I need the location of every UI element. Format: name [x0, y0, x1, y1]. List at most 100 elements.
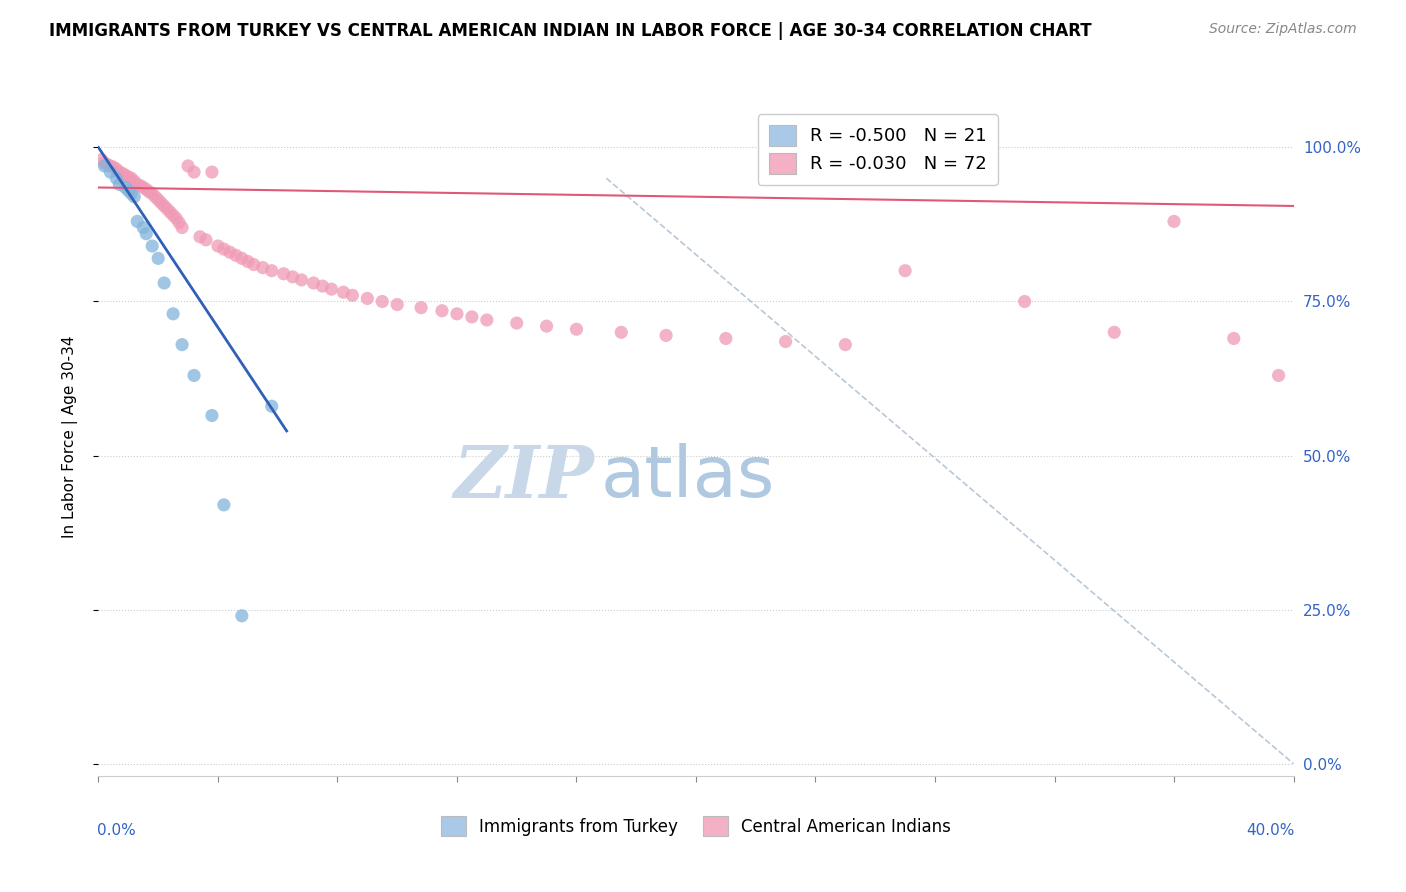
Point — [236, 254, 259, 268]
Point — [342, 288, 364, 302]
Point — [385, 297, 409, 311]
Text: Source: ZipAtlas.com: Source: ZipAtlas.com — [1209, 22, 1357, 37]
Point — [260, 399, 283, 413]
Point — [321, 282, 343, 296]
Point — [775, 334, 797, 349]
Point — [231, 608, 253, 623]
Point — [565, 322, 588, 336]
Point — [127, 214, 149, 228]
Point — [655, 328, 678, 343]
Point — [141, 186, 163, 201]
Point — [141, 239, 163, 253]
Point — [93, 159, 115, 173]
Point — [714, 331, 737, 345]
Point — [291, 273, 314, 287]
Point — [96, 158, 118, 172]
Point — [103, 160, 125, 174]
Point — [114, 168, 136, 182]
Point — [90, 153, 112, 167]
Point — [108, 165, 131, 179]
Text: atlas: atlas — [600, 443, 775, 512]
Point — [506, 316, 529, 330]
Point — [124, 190, 146, 204]
Point — [1104, 326, 1126, 340]
Point — [219, 245, 242, 260]
Point — [165, 211, 187, 226]
Point — [148, 193, 170, 207]
Point — [610, 326, 633, 340]
Point — [162, 307, 184, 321]
Point — [114, 180, 136, 194]
Point — [183, 368, 205, 383]
Point — [167, 216, 190, 230]
Point — [1223, 331, 1246, 345]
Point — [252, 260, 274, 275]
Point — [172, 337, 194, 351]
Point — [153, 276, 176, 290]
Point — [231, 252, 253, 266]
Point — [132, 180, 155, 194]
Point — [93, 156, 115, 170]
Point — [207, 239, 229, 253]
Point — [225, 248, 247, 262]
Point — [117, 184, 139, 198]
Point — [108, 178, 131, 192]
Point — [1014, 294, 1036, 309]
Point — [129, 178, 152, 193]
Point — [150, 195, 173, 210]
Legend: Immigrants from Turkey, Central American Indians: Immigrants from Turkey, Central American… — [434, 810, 957, 842]
Point — [153, 199, 176, 213]
Point — [212, 498, 235, 512]
Point — [356, 292, 378, 306]
Point — [212, 242, 235, 256]
Point — [156, 202, 179, 216]
Text: ZIP: ZIP — [454, 442, 595, 513]
Point — [138, 185, 160, 199]
Point — [143, 190, 166, 204]
Point — [461, 310, 484, 324]
Point — [475, 313, 498, 327]
Point — [183, 165, 205, 179]
Point — [120, 186, 142, 201]
Point — [162, 208, 184, 222]
Point — [132, 220, 155, 235]
Point — [1163, 214, 1185, 228]
Point — [311, 279, 333, 293]
Point — [281, 269, 304, 284]
Point — [148, 252, 170, 266]
Point — [127, 178, 149, 192]
Point — [98, 165, 122, 179]
Point — [172, 220, 194, 235]
Point — [273, 267, 295, 281]
Text: 40.0%: 40.0% — [1246, 823, 1295, 838]
Y-axis label: In Labor Force | Age 30-34: In Labor Force | Age 30-34 — [62, 335, 77, 539]
Point — [201, 409, 224, 423]
Point — [135, 182, 157, 196]
Point — [332, 285, 354, 300]
Point — [177, 159, 200, 173]
Point — [120, 171, 142, 186]
Point — [105, 171, 128, 186]
Point — [243, 258, 266, 272]
Point — [834, 337, 856, 351]
Point — [195, 233, 218, 247]
Point — [124, 174, 146, 188]
Text: IMMIGRANTS FROM TURKEY VS CENTRAL AMERICAN INDIAN IN LABOR FORCE | AGE 30-34 COR: IMMIGRANTS FROM TURKEY VS CENTRAL AMERIC… — [49, 22, 1092, 40]
Point — [135, 227, 157, 241]
Point — [98, 159, 122, 173]
Point — [430, 303, 453, 318]
Point — [159, 205, 181, 219]
Point — [1267, 368, 1289, 383]
Point — [446, 307, 468, 321]
Point — [894, 263, 917, 277]
Point — [117, 169, 139, 184]
Text: 0.0%: 0.0% — [97, 823, 136, 838]
Point — [105, 161, 128, 176]
Point — [411, 301, 433, 315]
Point — [371, 294, 394, 309]
Point — [201, 165, 224, 179]
Point — [302, 276, 325, 290]
Point — [188, 229, 211, 244]
Point — [111, 166, 134, 180]
Point — [536, 319, 558, 334]
